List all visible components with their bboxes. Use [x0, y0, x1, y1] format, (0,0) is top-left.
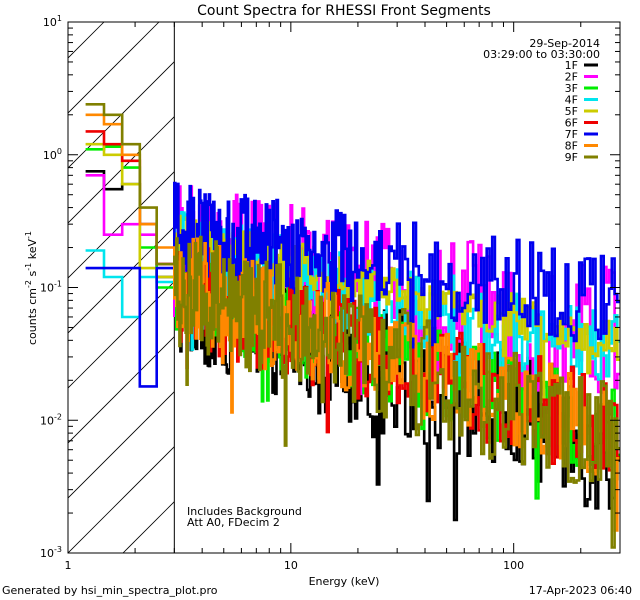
y-tick-label: 100 — [43, 147, 62, 162]
annotation-background: Includes Background — [187, 505, 302, 518]
y-axis-ticks: 10-3 10-2 10-1 100 101 — [40, 14, 620, 560]
legend-label-2f: 2F — [565, 71, 578, 84]
time-range-label: 03:29:00 to 03:30:00 — [483, 48, 600, 61]
series-line-9f — [85, 103, 620, 549]
annotation-attenuator: Att A0, FDecim 2 — [187, 516, 280, 529]
hatch-line — [68, 22, 160, 114]
y-tick-label: 10-2 — [40, 412, 62, 427]
hatch-line — [618, 22, 640, 553]
hatch-line — [68, 391, 175, 499]
x-axis-label: Energy (keV) — [309, 575, 380, 588]
x-tick-label: 10 — [284, 559, 298, 572]
date-label: 29-Sep-2014 — [529, 37, 600, 50]
legend-label-5f: 5F — [565, 105, 578, 118]
y-tick-label: 10-1 — [40, 280, 62, 295]
series-layer — [85, 103, 620, 549]
series-line-5f — [85, 142, 620, 401]
series-line-7f — [85, 181, 620, 388]
x-tick-label: 100 — [503, 559, 524, 572]
y-axis-label: counts cm-2 s-1 keV-1 — [24, 231, 39, 345]
legend-label-4f: 4F — [565, 94, 578, 107]
legend-label-6f: 6F — [565, 117, 578, 130]
hatch-line — [68, 446, 175, 553]
legend-label-8f: 8F — [565, 140, 578, 153]
y-tick-label: 101 — [43, 14, 62, 29]
hatch-line — [68, 61, 175, 169]
x-tick-label: 1 — [65, 559, 72, 572]
footer-generator: Generated by hsi_min_spectra_plot.pro — [2, 584, 218, 597]
legend-label-3f: 3F — [565, 82, 578, 95]
chart-title: Count Spectra for RHESSI Front Segments — [197, 3, 491, 19]
hatch-line — [68, 226, 175, 334]
legend-label-1f: 1F — [565, 59, 578, 72]
legend-label-7f: 7F — [565, 128, 578, 141]
x-axis-ticks: 1 10 100 — [65, 22, 621, 572]
legend-label-9f: 9F — [565, 151, 578, 164]
y-tick-label: 10-3 — [40, 545, 62, 560]
footer-timestamp: 17-Apr-2023 06:40 — [529, 584, 632, 597]
